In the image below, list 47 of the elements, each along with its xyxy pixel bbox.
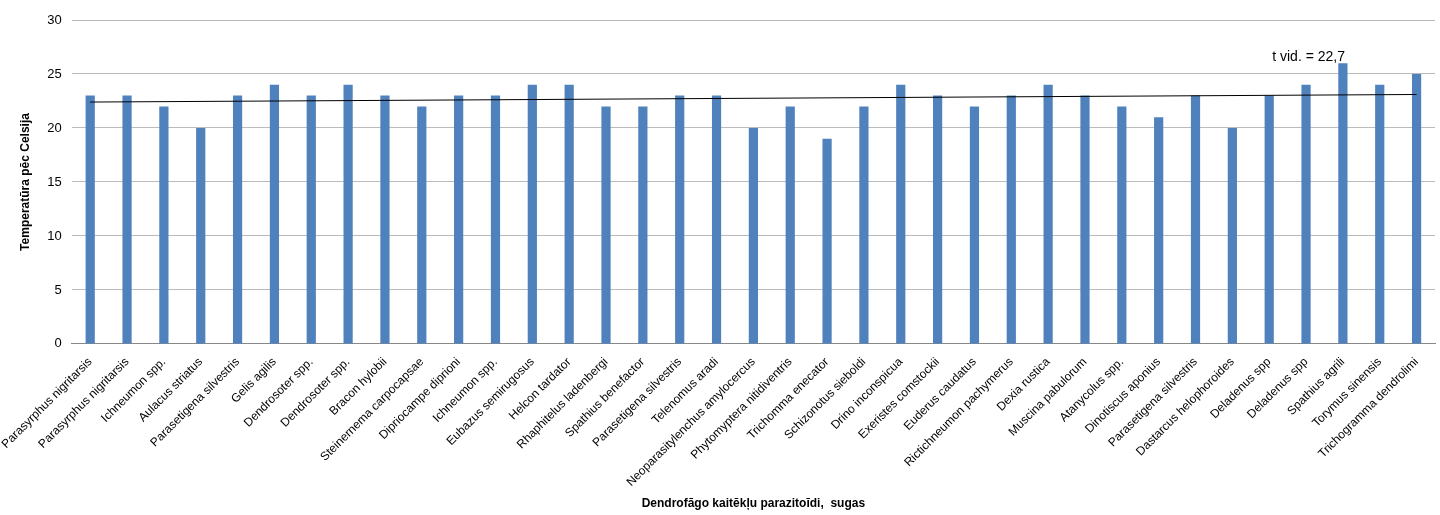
annotation: t vid. = 22,7 [1272,47,1346,64]
bar [527,84,537,344]
bar [306,95,316,344]
bar [417,106,427,344]
y-tick-label: 5 [54,281,62,297]
bar [1227,127,1237,344]
bar [343,84,353,344]
bar [85,95,95,344]
bar [1006,95,1016,344]
bar [1264,95,1274,344]
bar [380,95,390,344]
bar [122,95,132,344]
bar [269,84,280,344]
bar [969,106,980,344]
y-tick-label: 10 [47,227,62,243]
bar [196,127,206,344]
bar [822,138,832,344]
bar [785,106,795,344]
bar [1375,84,1385,344]
bar [564,84,574,344]
bar [1154,117,1164,344]
bar [1338,63,1348,344]
bar [1190,95,1201,344]
y-axis-title: Temperatūra pēc Celsija [18,112,33,251]
bar [159,106,169,344]
bar [601,106,611,344]
y-tick-label: 0 [54,335,62,351]
bar [454,95,464,344]
bar [1043,84,1053,344]
x-axis-title: Dendrofāgo kaitēkļu parazitoīdi, sugas [641,496,866,511]
bar [675,95,685,344]
bar [638,106,648,344]
bar [748,127,758,344]
bar [1411,73,1422,344]
bar [711,95,722,344]
bar [896,84,906,344]
bar [1080,95,1090,344]
bar [490,95,501,344]
y-tick-label: 15 [47,173,62,189]
bar [232,95,243,344]
bar [1301,84,1311,344]
bar [1117,106,1127,344]
y-tick-label: 30 [47,11,62,27]
y-tick-label: 25 [47,65,62,81]
bar [933,95,943,344]
bar [859,106,869,344]
y-tick-label: 20 [47,119,62,135]
